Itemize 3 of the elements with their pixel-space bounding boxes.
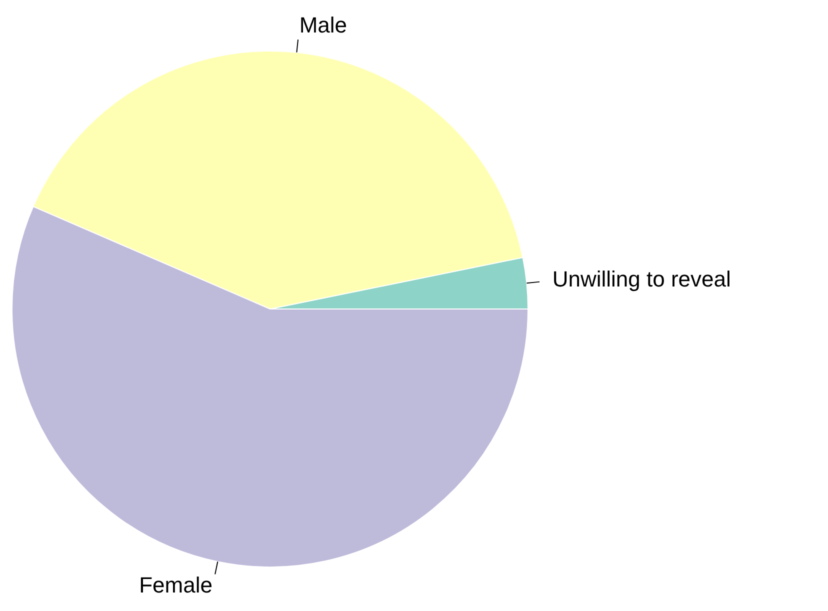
- slice-label: Male: [299, 12, 348, 38]
- slice-label: Female: [139, 572, 212, 598]
- slice-label: Unwilling to reveal: [552, 266, 731, 292]
